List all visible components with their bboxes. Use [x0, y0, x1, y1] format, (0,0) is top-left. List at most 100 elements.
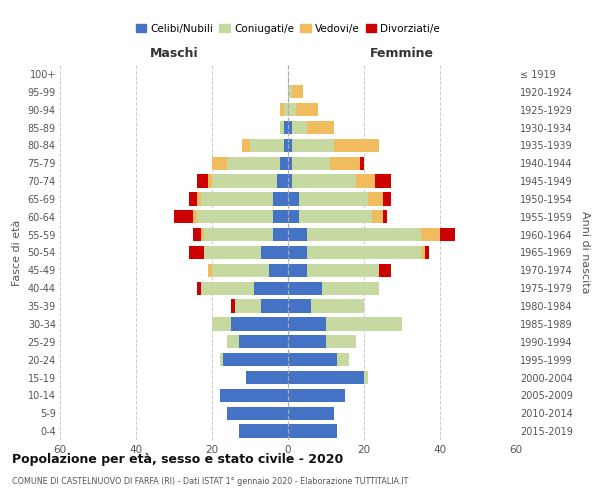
Bar	[334, 138, 379, 152]
Bar	[284, 138, 288, 152]
Bar	[246, 371, 288, 384]
Bar	[284, 121, 288, 134]
Text: COMUNE DI CASTELNUOVO DI FARFA (RI) - Dati ISTAT 1° gennaio 2020 - Elaborazione : COMUNE DI CASTELNUOVO DI FARFA (RI) - Da…	[12, 477, 409, 486]
Bar	[288, 228, 307, 241]
Bar	[383, 192, 391, 205]
Bar	[200, 228, 205, 241]
Bar	[193, 210, 197, 224]
Bar	[288, 174, 292, 188]
Bar	[288, 246, 307, 259]
Bar	[288, 317, 326, 330]
Bar	[299, 210, 371, 224]
Text: Maschi: Maschi	[149, 46, 199, 60]
Bar	[288, 138, 292, 152]
Bar	[326, 335, 356, 348]
Bar	[269, 264, 288, 277]
Bar	[250, 138, 284, 152]
Bar	[223, 353, 288, 366]
Bar	[296, 103, 319, 117]
Bar	[299, 192, 368, 205]
Bar	[288, 192, 299, 205]
Bar	[337, 353, 349, 366]
Bar	[197, 282, 200, 295]
Bar	[368, 192, 383, 205]
Bar	[200, 282, 254, 295]
Bar	[421, 228, 440, 241]
Bar	[383, 210, 387, 224]
Bar	[239, 424, 288, 438]
Bar	[212, 156, 227, 170]
Bar	[273, 192, 288, 205]
Bar	[212, 317, 231, 330]
Bar	[425, 246, 428, 259]
Bar	[205, 246, 262, 259]
Bar	[330, 156, 360, 170]
Bar	[273, 210, 288, 224]
Bar	[292, 138, 334, 152]
Bar	[288, 156, 292, 170]
Bar	[197, 192, 200, 205]
Bar	[220, 353, 223, 366]
Bar	[208, 264, 212, 277]
Bar	[227, 156, 280, 170]
Bar	[307, 121, 334, 134]
Bar	[356, 174, 376, 188]
Bar	[307, 228, 421, 241]
Bar	[220, 388, 288, 402]
Bar	[371, 210, 383, 224]
Y-axis label: Fasce di età: Fasce di età	[12, 220, 22, 286]
Bar	[212, 174, 277, 188]
Bar	[197, 174, 208, 188]
Bar	[360, 156, 364, 170]
Bar	[227, 406, 288, 420]
Bar	[292, 85, 303, 98]
Text: Femmine: Femmine	[370, 46, 434, 60]
Bar	[189, 192, 197, 205]
Legend: Celibi/Nubili, Coniugati/e, Vedovi/e, Divorziati/e: Celibi/Nubili, Coniugati/e, Vedovi/e, Di…	[134, 22, 442, 36]
Bar	[227, 335, 239, 348]
Bar	[288, 103, 296, 117]
Bar	[288, 406, 334, 420]
Bar	[284, 103, 288, 117]
Bar	[242, 138, 250, 152]
Bar	[288, 424, 337, 438]
Bar	[205, 228, 273, 241]
Bar	[288, 121, 292, 134]
Y-axis label: Anni di nascita: Anni di nascita	[580, 211, 590, 294]
Bar	[379, 264, 391, 277]
Bar	[307, 264, 379, 277]
Bar	[277, 174, 288, 188]
Bar	[288, 210, 299, 224]
Bar	[307, 246, 421, 259]
Bar	[288, 300, 311, 313]
Bar	[288, 388, 345, 402]
Bar	[189, 246, 205, 259]
Bar	[280, 121, 284, 134]
Bar	[292, 156, 330, 170]
Bar	[288, 335, 326, 348]
Bar	[231, 300, 235, 313]
Bar	[239, 335, 288, 348]
Bar	[235, 300, 262, 313]
Bar	[376, 174, 391, 188]
Text: Popolazione per età, sesso e stato civile - 2020: Popolazione per età, sesso e stato civil…	[12, 452, 343, 466]
Bar	[440, 228, 455, 241]
Bar	[262, 246, 288, 259]
Bar	[326, 317, 402, 330]
Bar	[280, 103, 284, 117]
Bar	[364, 371, 368, 384]
Bar	[421, 246, 425, 259]
Bar	[262, 300, 288, 313]
Bar	[200, 192, 273, 205]
Bar	[193, 228, 200, 241]
Bar	[254, 282, 288, 295]
Bar	[197, 210, 273, 224]
Bar	[212, 264, 269, 277]
Bar	[322, 282, 379, 295]
Bar	[288, 353, 337, 366]
Bar	[174, 210, 193, 224]
Bar	[292, 174, 356, 188]
Bar	[288, 282, 322, 295]
Bar	[288, 371, 364, 384]
Bar	[288, 264, 307, 277]
